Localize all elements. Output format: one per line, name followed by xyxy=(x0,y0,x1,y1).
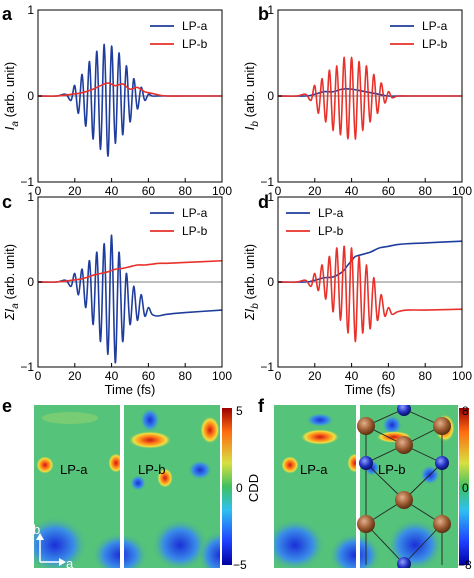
y-tick-label: −1 xyxy=(20,360,34,374)
y-tick-label: −1 xyxy=(20,175,34,189)
label-lp-a-e: LP-a xyxy=(60,462,88,477)
x-tick-label: 60 xyxy=(142,369,156,383)
x-tick-label: 40 xyxy=(105,369,119,383)
y-tick-label: 1 xyxy=(267,190,274,204)
cdd-map-f xyxy=(274,405,458,568)
y-axis-label: Ib (arb. unit) xyxy=(242,62,261,130)
colorbar-f-min: −8 xyxy=(458,558,472,572)
x-tick-label: 0 xyxy=(275,184,282,198)
y-tick-label: 1 xyxy=(27,3,34,17)
y-tick-label: 0 xyxy=(27,89,34,103)
x-tick-label: 80 xyxy=(179,369,193,383)
series-line-lp-b xyxy=(277,56,462,140)
x-tick-label: 20 xyxy=(308,184,322,198)
y-axis-label: ΣIa (arb. unit) xyxy=(2,244,21,321)
x-tick-label: 0 xyxy=(35,184,42,198)
label-lp-b-e: LP-b xyxy=(138,462,165,477)
label-lp-b-f: LP-b xyxy=(378,462,405,477)
y-tick-label: −1 xyxy=(260,175,274,189)
cdd-map-e xyxy=(34,405,220,568)
panel-letter-f: f xyxy=(258,396,265,416)
x-tick-label: 20 xyxy=(68,184,82,198)
x-tick-label: 40 xyxy=(105,184,119,198)
y-tick-label: 0 xyxy=(267,275,274,289)
colorbar-label-e: CDD xyxy=(246,474,261,502)
x-tick-label: 60 xyxy=(382,369,396,383)
y-tick-label: 0 xyxy=(267,89,274,103)
label-lp-a-f: LP-a xyxy=(300,462,328,477)
y-tick-label: 0 xyxy=(27,275,34,289)
x-tick-label: 0 xyxy=(35,369,42,383)
x-tick-label: 20 xyxy=(68,369,82,383)
x-tick-label: 100 xyxy=(452,184,472,198)
colorbar-f-mid: 0 xyxy=(462,481,469,495)
x-tick-label: 0 xyxy=(275,369,282,383)
series-line-lp-b xyxy=(37,259,223,283)
legend-label: LP-a xyxy=(422,19,448,33)
x-tick-label: 80 xyxy=(419,184,433,198)
series-line-lp-a xyxy=(37,234,223,364)
panel-letter-e: e xyxy=(2,396,12,416)
y-tick-label: 1 xyxy=(267,3,274,17)
colorbar-e-max: 5 xyxy=(236,404,243,418)
legend-label: LP-a xyxy=(318,206,344,220)
x-tick-label: 100 xyxy=(212,184,232,198)
x-axis-label: Time (fs) xyxy=(345,382,396,397)
legend-label: LP-b xyxy=(422,37,448,51)
legend-label: LP-b xyxy=(182,37,208,51)
colorbar-f xyxy=(459,408,469,565)
x-tick-label: 60 xyxy=(142,184,156,198)
panel-letter-a: a xyxy=(2,4,13,24)
legend-label: LP-b xyxy=(318,224,344,238)
series-line-lp-a xyxy=(277,240,463,283)
series-line-lp-b xyxy=(37,82,222,97)
colorbar-e-min: −5 xyxy=(233,558,247,572)
x-tick-label: 80 xyxy=(419,369,433,383)
panel-f: f xyxy=(258,396,472,572)
y-tick-label: 1 xyxy=(27,190,34,204)
x-axis-label: Time (fs) xyxy=(105,382,156,397)
y-axis-label: ΣIb (arb. unit) xyxy=(242,244,261,321)
x-tick-label: 40 xyxy=(345,369,359,383)
y-tick-label: −1 xyxy=(260,360,274,374)
x-tick-label: 40 xyxy=(345,184,359,198)
legend-label: LP-a xyxy=(182,206,208,220)
colorbar-e xyxy=(222,408,232,565)
series-line-lp-b xyxy=(277,245,463,343)
colorbar-e-mid: 0 xyxy=(236,481,243,495)
legend-label: LP-a xyxy=(182,19,208,33)
series-line-lp-a xyxy=(277,88,462,97)
series-line-lp-a xyxy=(37,43,222,158)
atoms xyxy=(357,405,451,568)
x-tick-label: 100 xyxy=(212,369,232,383)
panel-letter-d: d xyxy=(258,192,269,212)
panel-e: e LP-a LP-b b a 5 xyxy=(2,396,261,572)
x-tick-label: 80 xyxy=(179,184,193,198)
legend-label: LP-b xyxy=(182,224,208,238)
axis-arrows-e: b a xyxy=(33,522,74,571)
x-tick-label: 60 xyxy=(382,184,396,198)
panel-letter-c: c xyxy=(2,192,12,212)
x-tick-label: 100 xyxy=(452,369,472,383)
axis-a-label: a xyxy=(66,556,74,571)
x-tick-label: 20 xyxy=(308,369,322,383)
colorbar-f-max: 8 xyxy=(462,404,469,418)
y-axis-label: Ia (arb. unit) xyxy=(2,62,21,130)
axis-b-label: b xyxy=(33,522,40,537)
panel-letter-b: b xyxy=(258,4,269,24)
